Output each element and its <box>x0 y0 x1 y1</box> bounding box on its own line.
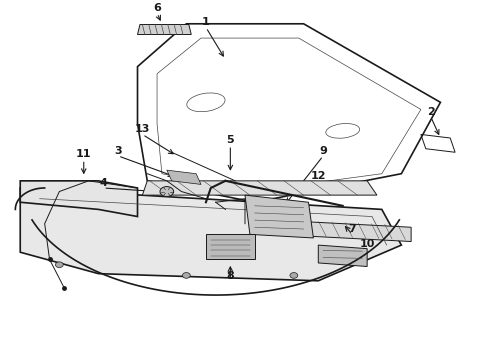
Circle shape <box>182 273 190 278</box>
Text: 5: 5 <box>226 135 234 145</box>
Polygon shape <box>138 24 191 35</box>
Text: 3: 3 <box>114 146 122 156</box>
Text: 8: 8 <box>226 271 234 281</box>
Text: 11: 11 <box>76 149 92 159</box>
Text: 6: 6 <box>153 3 161 13</box>
Text: 4: 4 <box>99 178 107 188</box>
Polygon shape <box>245 195 314 238</box>
Text: 2: 2 <box>427 107 435 117</box>
Polygon shape <box>318 245 367 266</box>
Polygon shape <box>206 234 255 259</box>
Text: 9: 9 <box>319 146 327 156</box>
Polygon shape <box>167 170 201 184</box>
Polygon shape <box>274 220 411 242</box>
Text: 7: 7 <box>348 224 356 234</box>
Text: 12: 12 <box>311 171 326 181</box>
Polygon shape <box>20 188 401 281</box>
Polygon shape <box>20 181 138 216</box>
Polygon shape <box>143 181 377 195</box>
Circle shape <box>290 273 298 278</box>
Circle shape <box>55 262 63 267</box>
Text: 10: 10 <box>360 239 375 249</box>
Circle shape <box>160 186 173 197</box>
Text: 13: 13 <box>135 125 150 134</box>
Text: 1: 1 <box>202 17 210 27</box>
